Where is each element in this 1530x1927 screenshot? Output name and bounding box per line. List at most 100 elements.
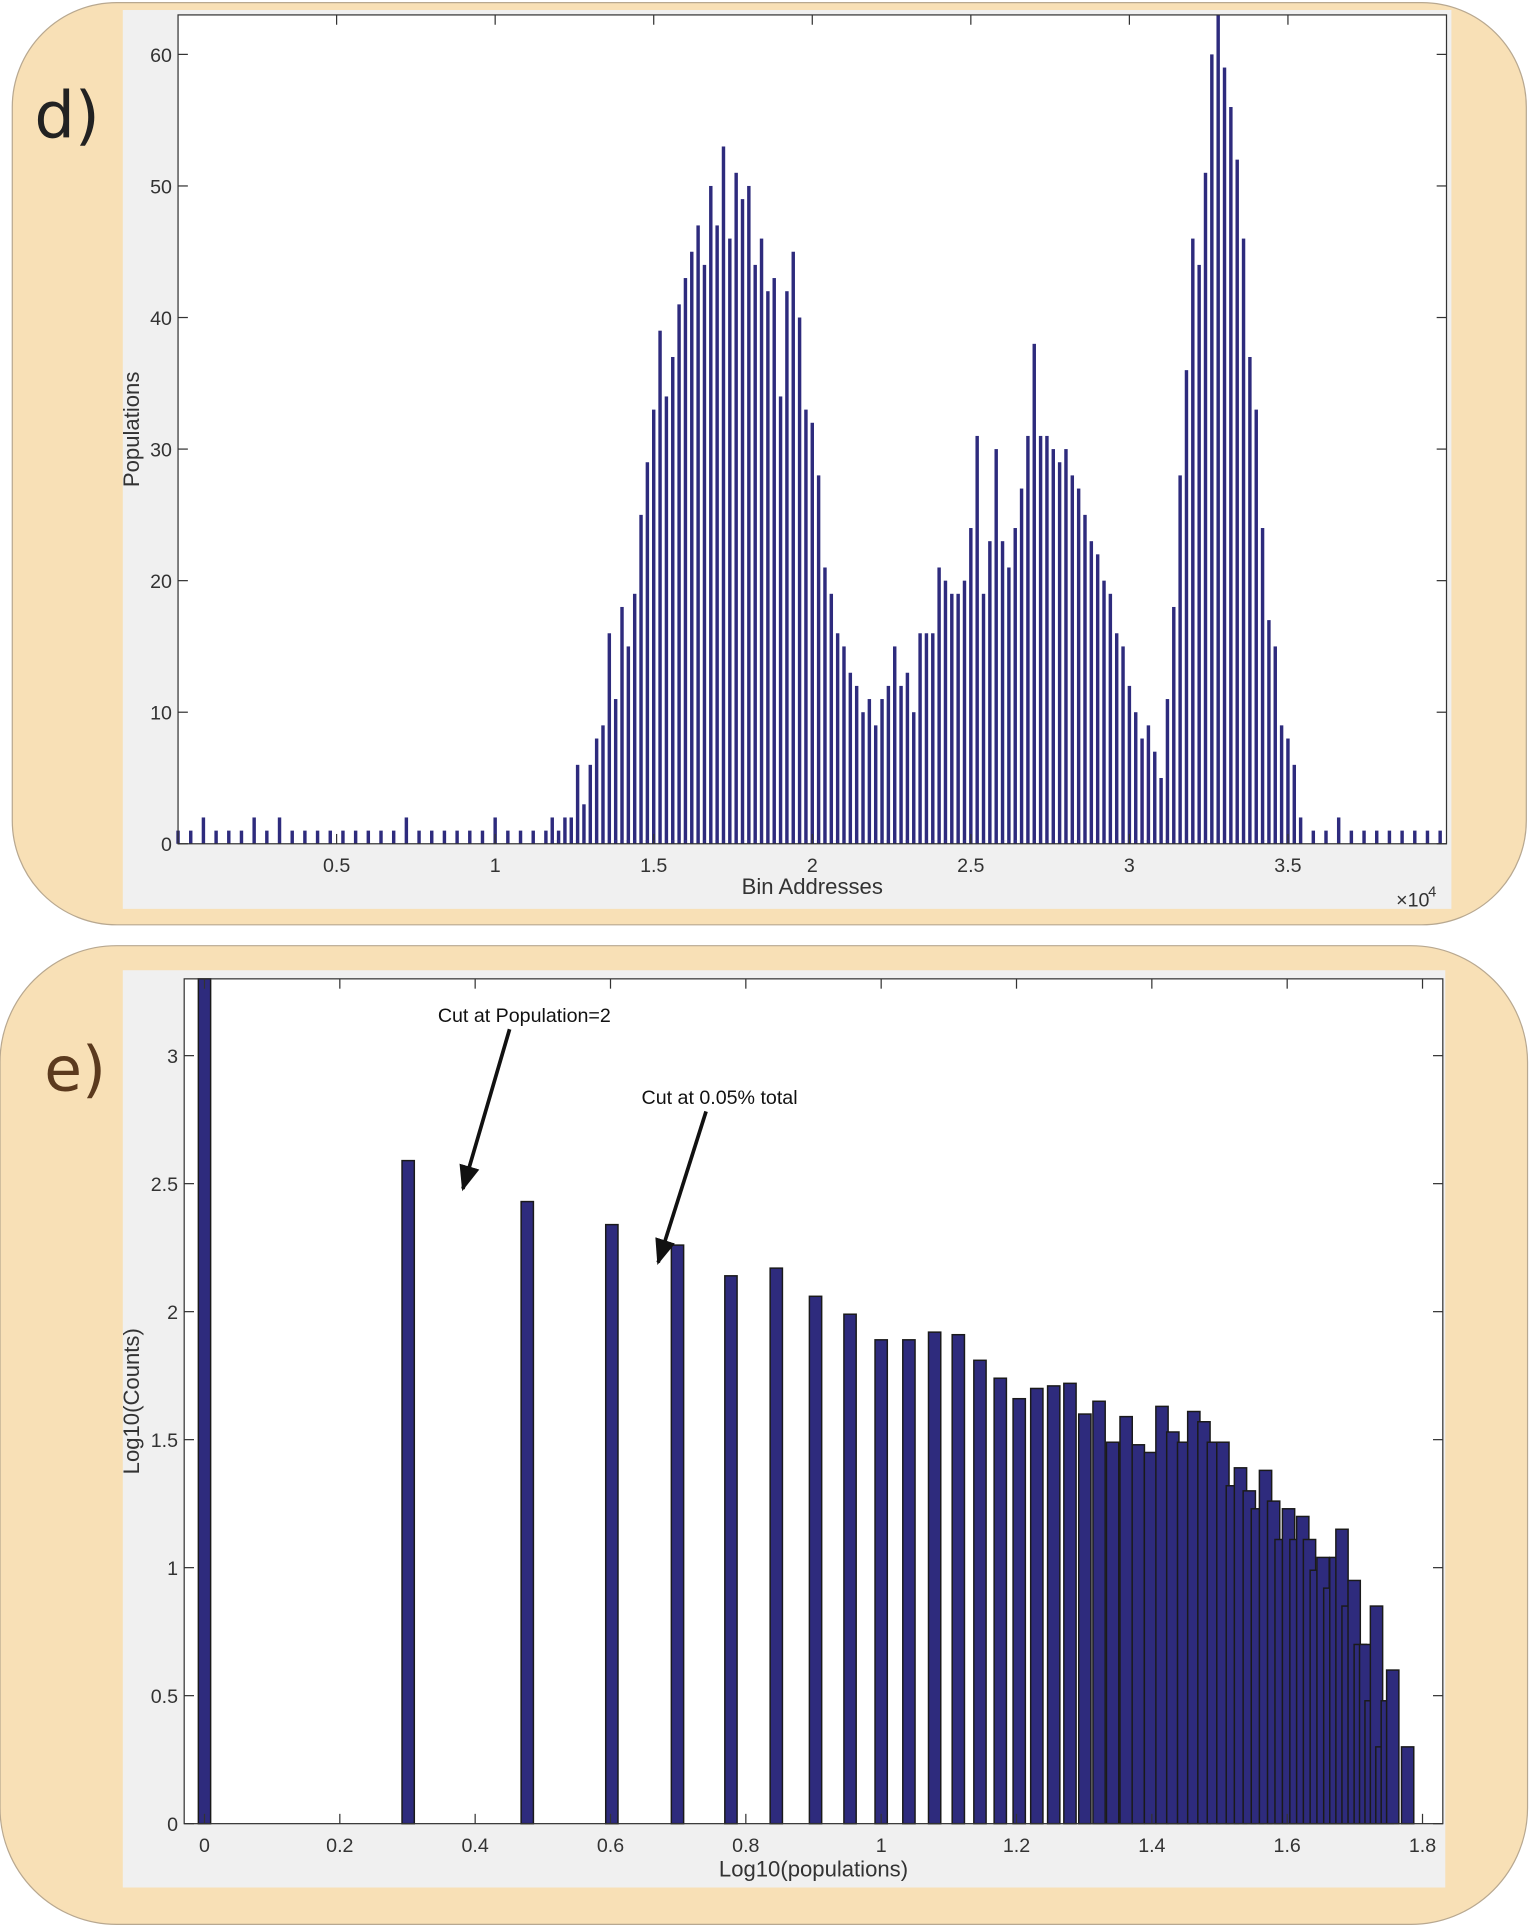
bar <box>969 528 973 844</box>
bar <box>721 146 726 844</box>
bar <box>252 817 256 844</box>
bar <box>1134 712 1138 844</box>
bar <box>1019 488 1024 844</box>
bar <box>1108 593 1113 844</box>
bar <box>520 1200 535 1825</box>
bar <box>506 830 510 844</box>
y-tick-label: 30 <box>150 439 172 461</box>
bar <box>1070 475 1075 844</box>
bar <box>848 672 853 844</box>
x-tick-label: 3 <box>1124 855 1135 877</box>
bar <box>1029 1387 1044 1825</box>
bar <box>880 699 884 844</box>
bar <box>550 817 554 844</box>
bar <box>1197 264 1201 844</box>
bar <box>531 830 535 844</box>
bar <box>1064 449 1068 844</box>
x-multiplier: ×10 <box>1396 889 1429 911</box>
bar <box>670 1244 685 1825</box>
y-tick-label: 20 <box>150 571 172 593</box>
x-tick-label: 3.5 <box>1274 855 1301 877</box>
bar <box>493 817 497 844</box>
bar <box>1349 830 1354 844</box>
bar <box>1235 159 1239 844</box>
bar <box>810 422 814 844</box>
bar <box>1140 738 1144 844</box>
bar <box>201 817 206 844</box>
x-axis-label: Log10(populations) <box>719 1856 908 1881</box>
y-axis-label: Log10(Counts) <box>119 1328 144 1474</box>
bar <box>227 830 231 844</box>
bar <box>808 1295 823 1825</box>
bar <box>728 238 732 844</box>
bar <box>1121 646 1125 844</box>
bar <box>468 830 472 844</box>
bar <box>1051 449 1055 844</box>
x-tick-label: 0.8 <box>732 1835 759 1857</box>
bar <box>1102 580 1106 844</box>
bar <box>1279 725 1284 844</box>
bar <box>353 830 358 844</box>
panel-label: d) <box>34 80 99 154</box>
bar <box>328 830 332 844</box>
bar <box>1203 172 1208 844</box>
bar <box>842 646 846 844</box>
bar <box>981 593 986 844</box>
y-tick-label: 2.5 <box>151 1174 178 1196</box>
y-tick-label: 2 <box>167 1302 178 1324</box>
bar <box>1191 238 1195 844</box>
bar <box>835 633 840 844</box>
bar <box>563 817 567 844</box>
x-tick-label: 1 <box>876 1835 887 1857</box>
bar <box>988 541 992 844</box>
bar <box>1248 356 1252 844</box>
bar <box>766 291 770 844</box>
bar <box>1413 830 1417 844</box>
bar <box>1038 435 1043 844</box>
bar <box>829 593 834 844</box>
bar <box>753 264 757 844</box>
bar <box>290 830 294 844</box>
bar <box>902 1339 916 1825</box>
bar <box>785 291 789 844</box>
bar <box>1267 620 1271 844</box>
bar <box>1400 830 1404 844</box>
bar <box>1077 1413 1092 1825</box>
bar <box>1083 514 1087 844</box>
bar <box>759 238 764 844</box>
bar <box>1095 554 1100 844</box>
x-tick-label: 1.6 <box>1274 1835 1301 1857</box>
bar <box>740 199 745 844</box>
x-tick-label: 0 <box>199 1835 210 1857</box>
bar <box>604 1223 619 1825</box>
y-tick-label: 3 <box>167 1046 178 1068</box>
bar <box>1013 528 1017 844</box>
bar <box>1119 1415 1134 1825</box>
bar <box>1159 777 1163 844</box>
panel-label: e) <box>44 1035 106 1106</box>
bar <box>709 185 713 844</box>
bar <box>912 712 916 844</box>
bar <box>239 830 244 844</box>
bar <box>651 409 656 844</box>
bar <box>1400 1746 1415 1825</box>
bar <box>994 449 998 844</box>
bar <box>943 580 948 844</box>
bar <box>639 514 643 844</box>
annotation: Cut at 0.05% total <box>642 1087 798 1109</box>
bar <box>366 830 371 844</box>
bar <box>1076 488 1081 844</box>
bar <box>607 633 612 844</box>
x-multiplier-power: 4 <box>1428 885 1436 901</box>
y-axis-label: Populations <box>119 372 144 487</box>
bar <box>1387 830 1392 844</box>
bar <box>569 817 573 844</box>
bar <box>430 830 434 844</box>
bar <box>594 738 599 844</box>
bar <box>715 225 719 844</box>
bar <box>1007 567 1011 844</box>
bar <box>924 633 929 844</box>
bar <box>867 699 872 844</box>
y-tick-label: 10 <box>150 703 172 725</box>
